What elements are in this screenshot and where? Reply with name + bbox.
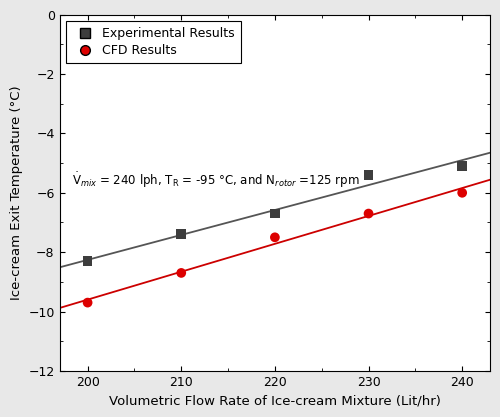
CFD Results	[84, 299, 92, 306]
X-axis label: Volumetric Flow Rate of Ice-cream Mixture (Lit/hr): Volumetric Flow Rate of Ice-cream Mixtur…	[109, 394, 441, 407]
Experimental Results	[364, 172, 372, 178]
CFD Results	[458, 189, 466, 196]
Text: $\mathdefault{\dot{V}}_{mix}$ = 240 lph, T$_{\mathdefault{R}}$ = -95 °C, and N$_: $\mathdefault{\dot{V}}_{mix}$ = 240 lph,…	[72, 171, 360, 190]
Legend: Experimental Results, CFD Results: Experimental Results, CFD Results	[66, 21, 241, 63]
Experimental Results	[458, 163, 466, 169]
CFD Results	[178, 269, 186, 276]
Experimental Results	[271, 210, 279, 217]
Y-axis label: Ice-cream Exit Temperature (°C): Ice-cream Exit Temperature (°C)	[10, 85, 22, 300]
CFD Results	[364, 210, 372, 217]
Experimental Results	[84, 258, 92, 264]
CFD Results	[271, 234, 279, 241]
Experimental Results	[178, 231, 186, 238]
